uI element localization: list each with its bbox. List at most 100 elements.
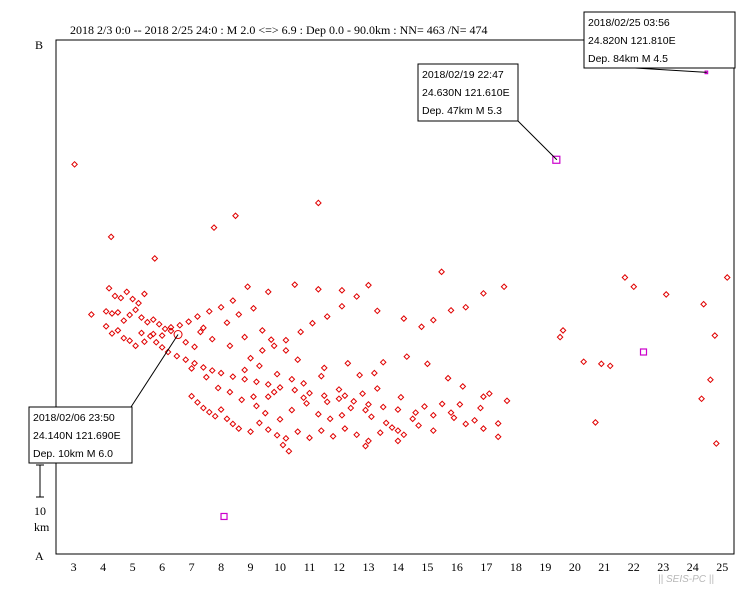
- x-tick-label: 6: [159, 560, 165, 574]
- quake-marker: [132, 306, 139, 314]
- callout-box: [417, 63, 519, 122]
- quake-marker: [199, 364, 207, 371]
- x-tick-label: 15: [421, 560, 433, 574]
- quake-marker: [394, 427, 402, 435]
- quake-marker: [309, 319, 316, 327]
- quake-marker: [185, 318, 193, 326]
- quake-marker: [238, 396, 246, 404]
- quake-marker: [138, 314, 145, 321]
- quake-marker: [323, 398, 331, 406]
- x-tick-label: 5: [130, 560, 136, 574]
- quake-marker: [429, 316, 437, 324]
- x-tick-label: 19: [539, 560, 551, 574]
- scale-unit: km: [34, 520, 50, 534]
- quake-marker: [317, 372, 325, 380]
- quake-marker: [338, 286, 346, 294]
- quake-marker: [723, 274, 731, 281]
- quake-marker: [559, 327, 567, 334]
- quake-marker: [120, 334, 128, 342]
- quake-marker: [182, 338, 190, 346]
- quake-marker: [102, 322, 110, 330]
- quake-marker: [270, 342, 278, 350]
- callout-box: [583, 11, 736, 69]
- quake-marker: [135, 299, 142, 307]
- quake-marker: [270, 388, 278, 396]
- quake-marker: [444, 374, 452, 382]
- callout-line: 2018/02/25 03:56: [588, 17, 670, 29]
- quake-marker: [191, 343, 198, 351]
- quake-marker: [123, 288, 131, 296]
- callout-line: 24.140N 121.690E: [33, 430, 121, 442]
- quake-marker: [556, 333, 564, 341]
- quake-marker: [606, 362, 614, 370]
- quake-marker: [226, 388, 234, 396]
- quake-marker: [114, 309, 122, 316]
- quake-marker: [480, 393, 487, 401]
- quake-marker: [494, 420, 502, 427]
- quake-marker: [247, 428, 254, 436]
- quake-marker: [255, 362, 263, 370]
- callout-line: 24.820N 121.810E: [588, 35, 676, 47]
- quake-marker: [291, 281, 299, 289]
- quake-marker: [592, 419, 599, 426]
- quake-marker: [621, 274, 629, 281]
- quake-marker: [273, 431, 281, 439]
- quake-marker: [365, 437, 372, 445]
- quake-marker: [288, 375, 296, 383]
- quake-marker: [282, 347, 290, 354]
- x-tick-label: 7: [189, 560, 195, 574]
- quake-marker: [503, 397, 511, 405]
- quake-marker: [418, 323, 425, 331]
- quake-marker: [303, 399, 310, 407]
- callout-line: 2018/02/06 23:50: [33, 412, 115, 424]
- quake-marker: [335, 395, 343, 403]
- quake-marker: [138, 329, 145, 337]
- quake-marker: [365, 401, 372, 408]
- quake-marker: [306, 389, 313, 397]
- quake-marker: [267, 336, 275, 344]
- quake-marker: [229, 297, 237, 305]
- quake-marker: [188, 392, 196, 400]
- callout-leader: [517, 120, 558, 161]
- quake-marker: [450, 414, 458, 422]
- quake-marker: [202, 373, 210, 381]
- quake-marker: [244, 283, 252, 291]
- quake-marker: [400, 431, 408, 439]
- quake-marker: [258, 327, 266, 334]
- quake-marker: [373, 307, 381, 315]
- quake-marker: [370, 369, 378, 377]
- quake-marker: [264, 393, 272, 401]
- quake-marker: [300, 394, 308, 402]
- quake-marker: [285, 447, 293, 455]
- quake-marker: [341, 425, 349, 432]
- quake-marker: [261, 409, 269, 417]
- quake-marker: [158, 343, 166, 351]
- callout-leader: [130, 334, 179, 408]
- quake-marker: [117, 294, 125, 302]
- quake-marker: [480, 425, 487, 432]
- quake-marker: [149, 330, 157, 338]
- quake-marker: [447, 306, 455, 314]
- quake-marker: [379, 403, 387, 411]
- quake-marker: [344, 359, 352, 367]
- quake-marker: [711, 332, 719, 339]
- quake-marker: [235, 311, 243, 318]
- quake-marker: [282, 336, 290, 344]
- quake-marker: [132, 342, 139, 350]
- x-axis-ticks: 3 4 5 6 7 8 9 10 11 12 13 14 15 16 17 18 19 20 21 22 23 24 25: [71, 560, 729, 574]
- quake-marker: [253, 402, 260, 410]
- quake-marker: [471, 416, 478, 424]
- quake-marker: [205, 408, 213, 416]
- quake-marker: [338, 411, 346, 419]
- quake-marker: [279, 441, 287, 449]
- quake-marker: [129, 295, 137, 303]
- quake-marker: [429, 411, 437, 419]
- quake-marker: [102, 307, 110, 315]
- quake-marker: [323, 313, 331, 320]
- quake-marker: [141, 290, 148, 298]
- x-tick-label: 12: [333, 560, 345, 574]
- event-callouts: 2018/02/25 03:56 24.820N 121.810E Dep. 84k…: [28, 11, 736, 464]
- quake-marker: [362, 406, 369, 414]
- quake-marker: [276, 415, 284, 423]
